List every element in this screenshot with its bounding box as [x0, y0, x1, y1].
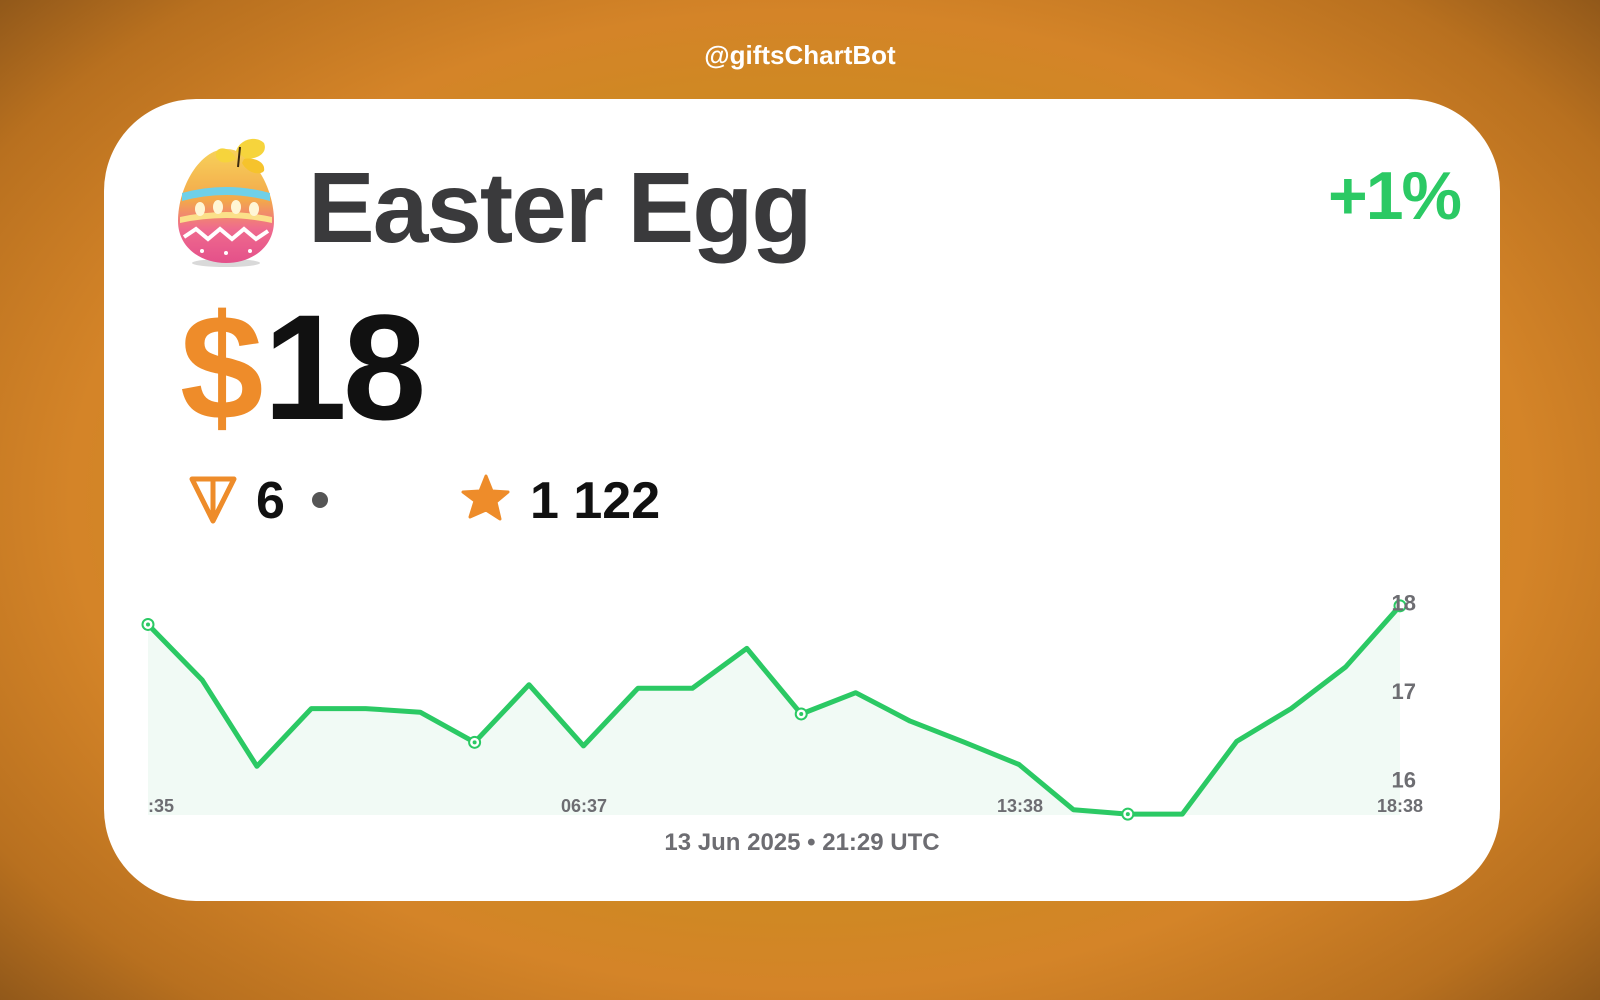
price: $18	[180, 277, 426, 457]
gift-card: Easter Egg +1% $18 6 1 122 18 17 16 :35 06:3…	[104, 99, 1500, 901]
chart-area	[148, 605, 1400, 815]
gift-title: Easter Egg	[308, 152, 812, 264]
chart-point-center	[472, 740, 477, 745]
price-change: +1%	[1328, 158, 1462, 234]
chart-point-center	[799, 711, 804, 716]
y-tick-label: 16	[1392, 768, 1416, 793]
easter-egg-icon	[178, 138, 274, 267]
chart-point	[1393, 599, 1407, 613]
ton-dot-indicator	[312, 492, 328, 508]
star-icon	[461, 474, 510, 521]
bot-handle: @giftsChartBot	[704, 40, 896, 70]
ton-icon	[189, 476, 237, 524]
x-tick-label: 18:38	[1377, 796, 1423, 816]
stars-value: 1 122	[530, 472, 661, 530]
price-chart: 18 17 16 :35 06:37 13:38 18:38	[141, 590, 1423, 821]
x-tick-label: :35	[148, 796, 174, 816]
x-tick-label: 06:37	[561, 796, 607, 816]
x-tick-label: 13:38	[997, 796, 1043, 816]
chart-line	[145, 603, 1403, 817]
chart-date: 13 Jun 2025 • 21:29 UTC	[664, 829, 940, 856]
ton-value: 6	[256, 472, 285, 530]
y-tick-label: 18	[1392, 590, 1416, 615]
currency-symbol: $	[180, 283, 264, 451]
price-value: 18	[263, 283, 426, 451]
chart-point-center	[1125, 812, 1130, 817]
y-tick-label: 17	[1392, 679, 1416, 704]
chart-point-center	[146, 622, 150, 627]
